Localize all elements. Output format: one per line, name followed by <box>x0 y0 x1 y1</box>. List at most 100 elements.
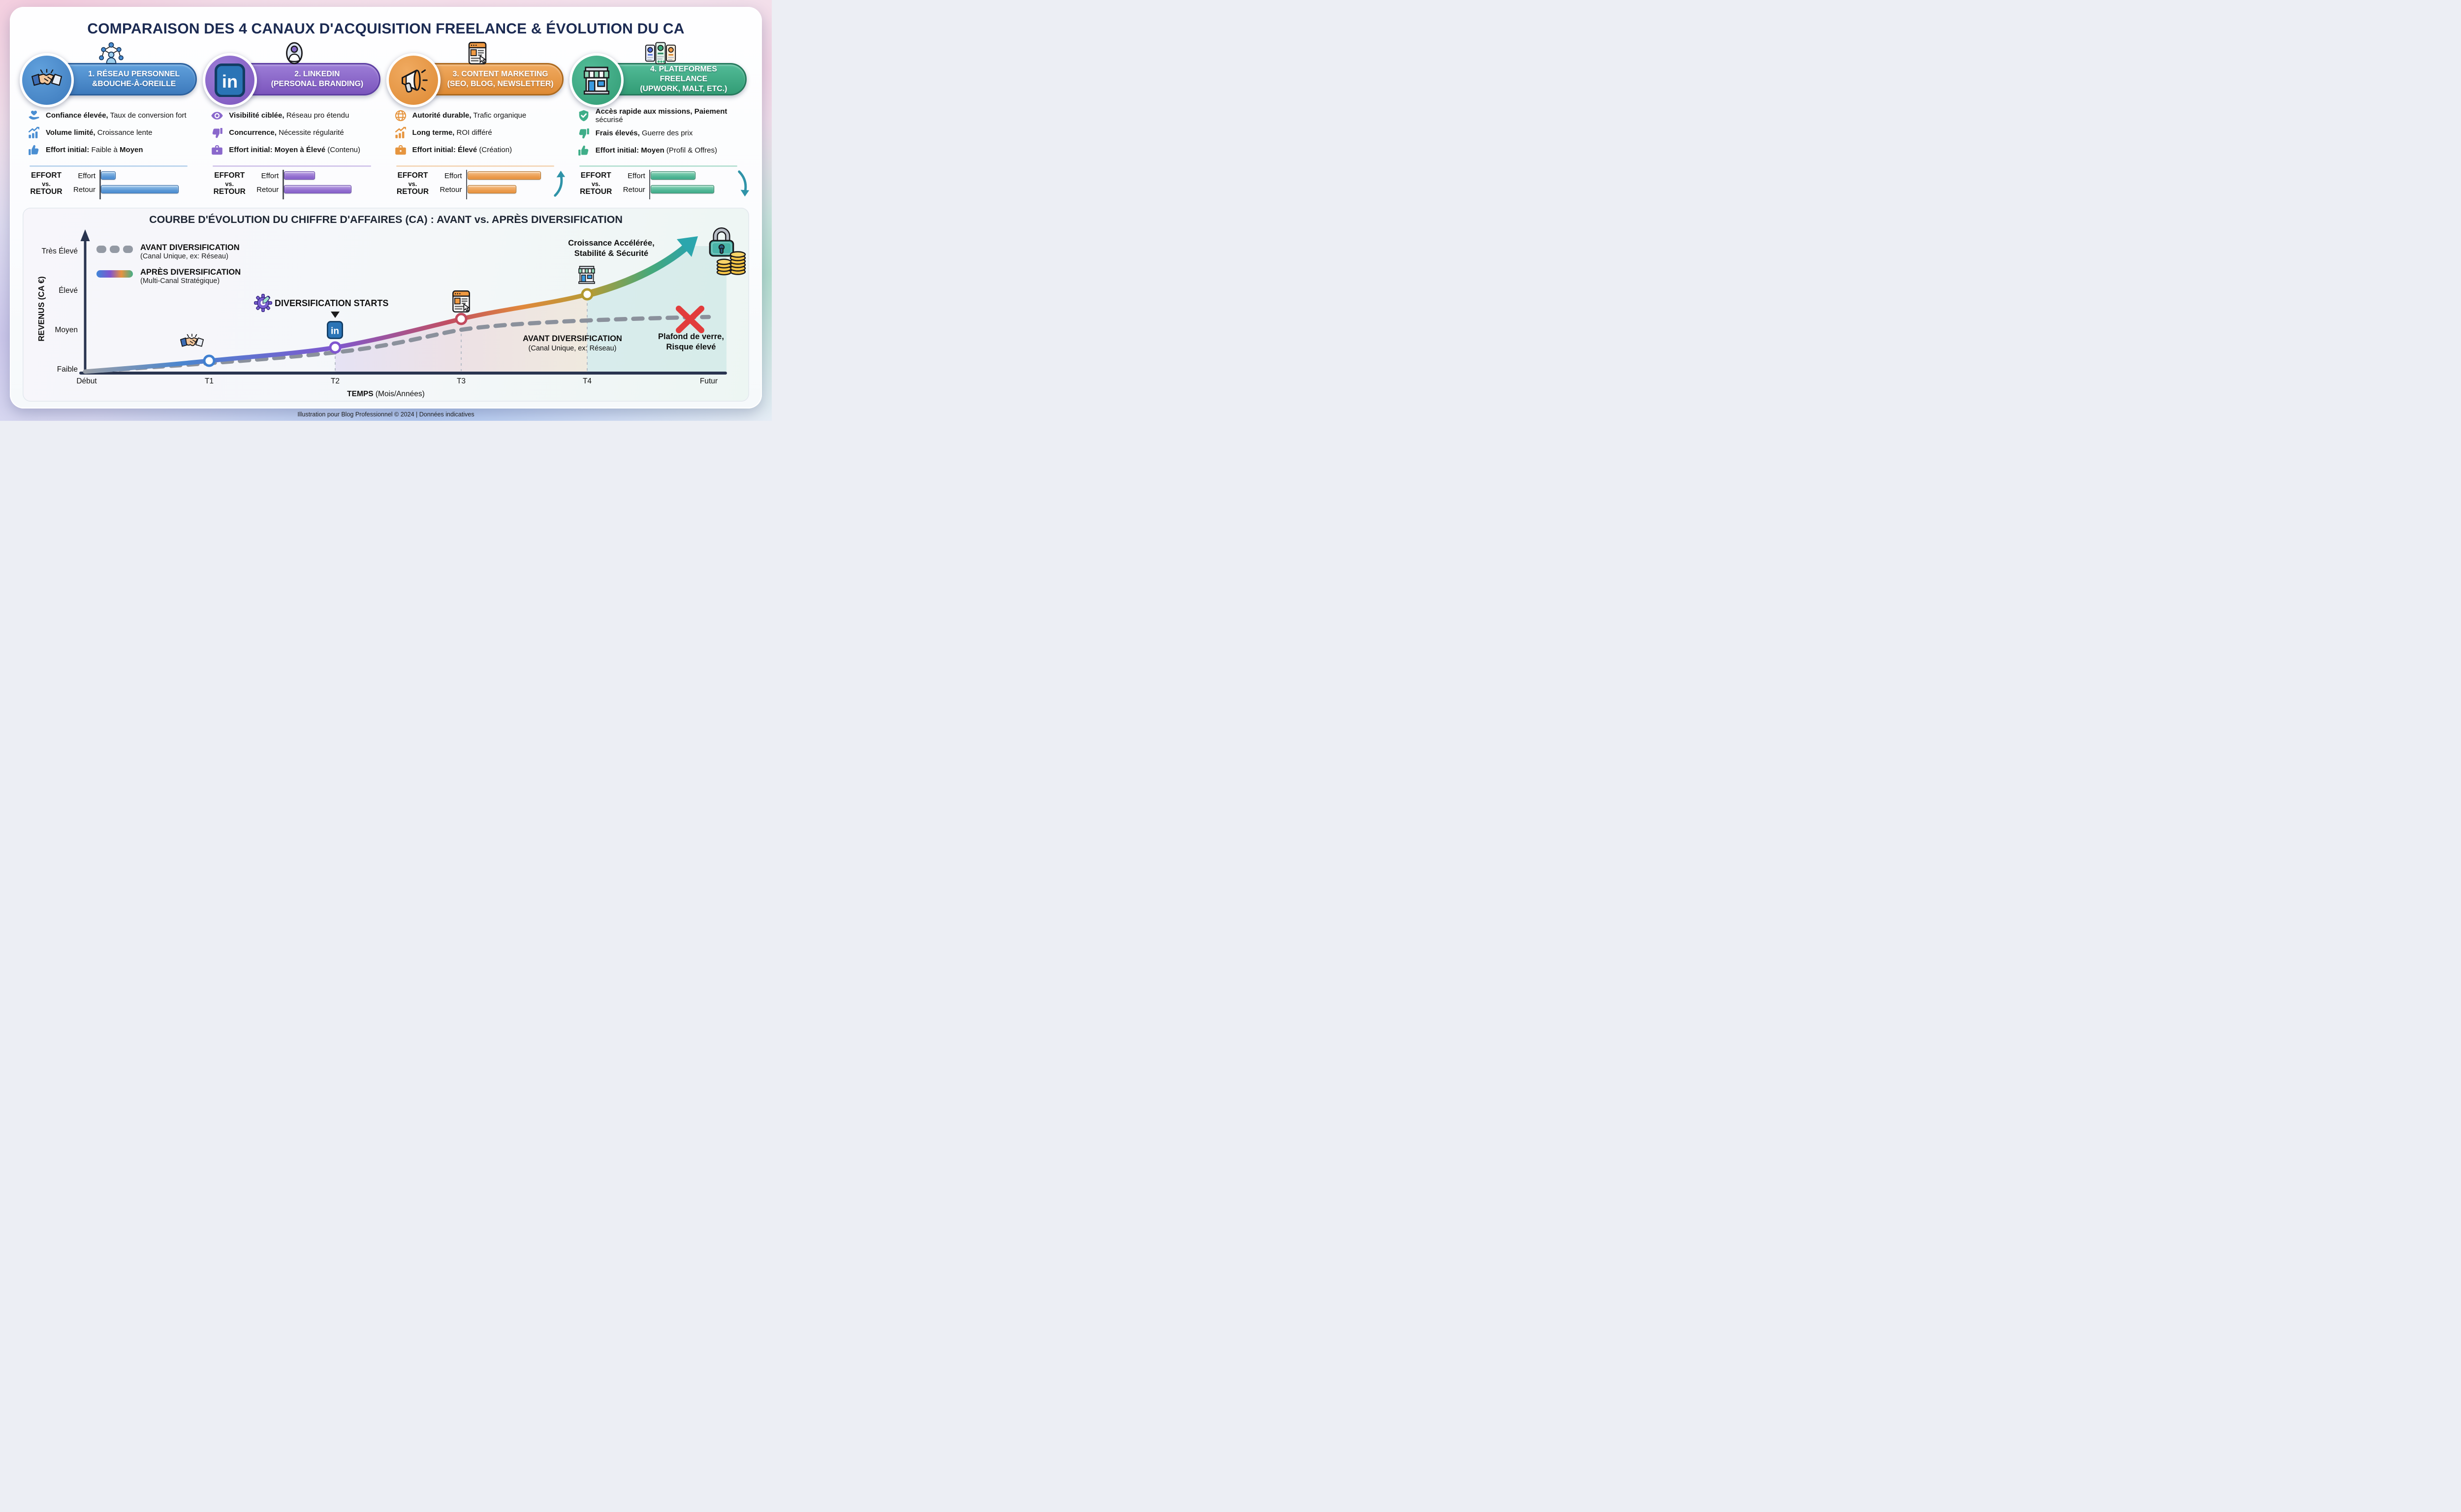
legend-sublabel: (Multi-Canal Stratégique) <box>140 277 220 285</box>
channel-bullets: Autorité durable, Trafic organique Long t… <box>394 107 566 159</box>
channel-badge-megaphone-icon <box>386 53 441 107</box>
card-divider <box>213 165 371 167</box>
effort-vs-retour-chart: EFFORT vs. RETOUR Effort Retour <box>208 170 382 199</box>
bullet-text: Autorité durable, Trafic organique <box>412 111 527 120</box>
bullet: Concurrence, Nécessite régularité <box>211 125 382 141</box>
card-divider <box>579 165 737 167</box>
channel-title-line2: (PERSONAL BRANDING) <box>271 80 364 88</box>
globe-icon <box>394 109 407 122</box>
retour-bar <box>650 185 715 193</box>
x-tick: T3 <box>456 377 466 385</box>
effort-vs-retour-chart: EFFORT vs. RETOUR Effort Retour <box>391 169 568 199</box>
effort-axis <box>99 170 101 199</box>
x-tick: Futur <box>699 377 718 385</box>
up-trend-arrow-icon <box>551 169 568 198</box>
retour-bar <box>284 185 351 193</box>
bullet: Effort initial: Faible à Moyen <box>28 142 199 158</box>
linkedin-badge-icon: in <box>327 321 343 339</box>
bullet: Autorité durable, Trafic organique <box>394 107 566 124</box>
effort-axis <box>466 170 467 199</box>
bullet: Effort initial: Moyen à Élevé (Contenu) <box>211 142 382 158</box>
bullet: Volume limité, Croissance lente <box>28 125 199 141</box>
growth-arrowhead <box>677 236 698 257</box>
effort-vs-retour-chart: EFFORT vs. RETOUR Effort Retour <box>25 170 199 199</box>
bullet: Accès rapide aux missions, Paiement sécu… <box>577 107 749 125</box>
y-tick: Élevé <box>59 286 78 295</box>
plafond-annotation: Plafond de verre, Risque élevé <box>658 332 724 351</box>
effort-label: Effort <box>628 172 645 180</box>
effort-vs-retour-chart: EFFORT vs. RETOUR Effort Retour <box>574 169 751 199</box>
thumbs-down-icon <box>577 127 590 140</box>
footer-credit: Illustration pour Blog Professionnel © 2… <box>297 411 474 418</box>
svg-text:in: in <box>222 71 238 92</box>
effort-vs-retour-header: EFFORT vs. RETOUR <box>580 171 612 196</box>
channel-title-line2: &BOUCHE-À-OREILLE <box>92 80 176 88</box>
eye-icon <box>211 109 223 122</box>
chart-title: COURBE D'ÉVOLUTION DU CHIFFRE D'AFFAIRES… <box>149 214 623 225</box>
retour-label: Retour <box>623 186 645 194</box>
x-tick: T2 <box>330 377 340 385</box>
avant-diversification-annotation: AVANT DIVERSIFICATION (Canal Unique, ex:… <box>523 334 622 352</box>
effort-bar <box>467 171 541 180</box>
effort-bar <box>284 171 316 180</box>
legend-label: APRÈS DIVERSIFICATION <box>140 267 241 277</box>
growth-chart-icon <box>394 126 407 139</box>
briefcase-icon <box>394 144 407 157</box>
effort-mini-plot: Effort Retour <box>436 169 568 199</box>
after-diversification-area <box>335 294 587 372</box>
channel-card: 4. PLATEFORMES FREELANCE (UPWORK, MALT, … <box>569 42 751 199</box>
bullet: Effort initial: Élevé (Création) <box>394 142 566 158</box>
effort-label: Effort <box>261 172 279 180</box>
coins-icon <box>716 249 747 276</box>
channel-card: 2. LINKEDIN (PERSONAL BRANDING) in Visib… <box>203 42 382 199</box>
bullet-text: Accès rapide aux missions, Paiement sécu… <box>595 107 727 125</box>
handshake-icon <box>180 334 204 351</box>
channel-badge-handshake-icon <box>20 53 74 107</box>
evolution-chart-panel: COURBE D'ÉVOLUTION DU CHIFFRE D'AFFAIRES… <box>23 208 749 402</box>
dashed-line-swatch <box>96 246 133 253</box>
red-x-icon <box>676 306 704 333</box>
channel-bullets: Visibilité ciblée, Réseau pro étendu Conc… <box>211 107 382 159</box>
bullet-text: Effort initial: Élevé (Création) <box>412 146 512 155</box>
channel-title-line2: (UPWORK, MALT, ETC.) <box>640 85 727 94</box>
effort-bar <box>101 171 116 180</box>
browser-window-icon <box>468 42 487 64</box>
bullet: Effort initial: Moyen (Profil & Offres) <box>577 142 749 159</box>
effort-bar <box>650 171 696 180</box>
channel-title-line1: 2. LINKEDIN <box>294 69 340 78</box>
channel-pill: 1. RÉSEAU PERSONNEL &BOUCHE-À-OREILLE <box>50 63 197 95</box>
lock-icon <box>708 227 735 258</box>
gear-icon <box>254 294 272 312</box>
shield-check-icon <box>577 109 590 122</box>
main-panel: COMPARAISON DES 4 CANAUX D'ACQUISITION F… <box>10 7 762 409</box>
thumbs-up-icon <box>577 144 590 157</box>
channel-bullets: Accès rapide aux missions, Paiement sécu… <box>577 107 749 159</box>
growth-chart-icon <box>28 126 40 139</box>
channel-cards-row: 1. RÉSEAU PERSONNEL &BOUCHE-À-OREILLE Co… <box>20 42 751 199</box>
person-avatar-icon <box>284 42 304 64</box>
retour-label: Retour <box>256 186 279 194</box>
storefront-icon <box>577 265 597 284</box>
down-trend-arrow-icon <box>734 169 751 198</box>
bullet: Confiance élevée, Taux de conversion for… <box>28 107 199 124</box>
bullet-text: Effort initial: Moyen à Élevé (Contenu) <box>229 146 360 155</box>
revenue-evolution-plot <box>79 229 727 375</box>
effort-vs-retour-header: EFFORT vs. RETOUR <box>396 171 429 196</box>
x-tick: T4 <box>582 377 592 385</box>
channel-card: 3. CONTENT MARKETING (SEO, BLOG, NEWSLET… <box>386 42 568 199</box>
chart-legend: AVANT DIVERSIFICATION (Canal Unique, ex:… <box>96 243 241 292</box>
bullet-text: Concurrence, Nécessite régularité <box>229 128 344 137</box>
effort-axis <box>283 170 284 199</box>
effort-mini-plot: Effort Retour <box>69 170 199 199</box>
channel-pill: 4. PLATEFORMES FREELANCE (UPWORK, MALT, … <box>599 63 747 95</box>
x-axis-label: TEMPS (Mois/Années) <box>347 390 425 398</box>
bullet-text: Confiance élevée, Taux de conversion for… <box>46 111 187 120</box>
hand-heart-icon <box>28 109 40 122</box>
effort-vs-retour-header: EFFORT vs. RETOUR <box>213 171 246 196</box>
milestone-markers <box>203 288 594 367</box>
page-title: COMPARAISON DES 4 CANAUX D'ACQUISITION F… <box>87 21 685 37</box>
effort-vs-retour-header: EFFORT vs. RETOUR <box>30 171 63 196</box>
bullet-text: Effort initial: Moyen (Profil & Offres) <box>595 146 717 155</box>
channel-title-line1: 1. RÉSEAU PERSONNEL <box>88 69 180 78</box>
legend-item-avant: AVANT DIVERSIFICATION (Canal Unique, ex:… <box>96 243 241 261</box>
